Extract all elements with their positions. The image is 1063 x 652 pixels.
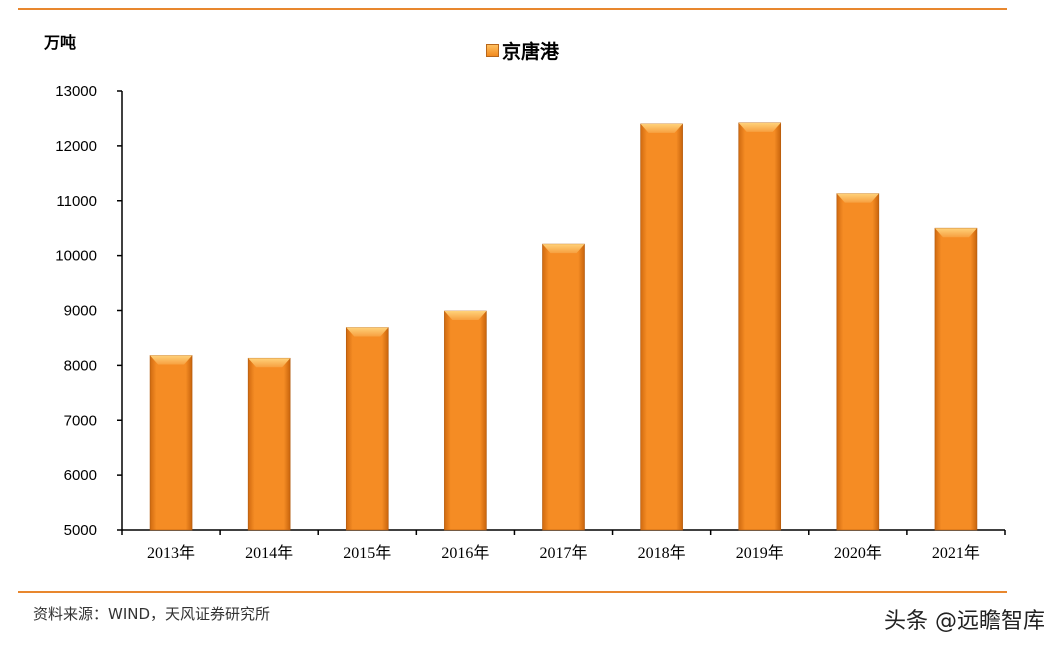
bar-highlight [542, 244, 585, 254]
y-tick-label: 5000 [64, 522, 97, 539]
bar [247, 357, 291, 531]
y-tick-label: 12000 [55, 138, 97, 155]
bottom-rule [18, 591, 1007, 593]
watermark: 头条 @远瞻智库 [884, 609, 1045, 634]
y-tick-label: 10000 [55, 248, 97, 265]
bar-highlight [934, 228, 977, 238]
legend-swatch [486, 44, 499, 57]
y-tick-label: 11000 [56, 193, 97, 210]
x-tick-label: 2015年 [343, 544, 391, 562]
x-tick-label: 2016年 [441, 544, 489, 562]
legend: 京唐港 [486, 37, 559, 64]
x-tick-label: 2017年 [539, 544, 587, 562]
y-tick-label: 13000 [55, 83, 97, 100]
bar [836, 193, 880, 531]
y-tick-label: 7000 [64, 412, 97, 429]
bar [738, 122, 782, 531]
bar-highlight [346, 327, 389, 337]
x-tick-label: 2018年 [638, 544, 686, 562]
bar-highlight [444, 311, 487, 321]
bar-highlight [738, 122, 781, 132]
x-tick-label: 2019年 [736, 544, 784, 562]
bar [149, 355, 193, 531]
y-tick-label: 8000 [64, 357, 97, 374]
bar [934, 227, 978, 531]
y-axis-unit: 万吨 [44, 33, 77, 52]
x-tick-label: 2013年 [147, 544, 195, 562]
top-rule [18, 8, 1007, 10]
x-tick-label: 2021年 [932, 544, 980, 562]
bar [345, 327, 389, 531]
legend-label: 京唐港 [502, 41, 560, 63]
y-tick-label: 6000 [64, 467, 97, 484]
bar-highlight [150, 355, 193, 365]
bar [640, 123, 683, 531]
x-tick-label: 2020年 [834, 544, 882, 562]
bar [444, 310, 487, 531]
bar-highlight [248, 358, 291, 368]
bar-highlight [640, 123, 683, 133]
bar [542, 243, 585, 531]
bar-chart: 5000 6000 7000 8000 9000 10000 11000 12000 13000… [55, 83, 1006, 562]
x-tick-label: 2014年 [245, 544, 293, 562]
bar-highlight [836, 193, 879, 203]
y-tick-label: 9000 [64, 303, 97, 320]
source-note: 资料来源：WIND，天风证券研究所 [33, 605, 271, 623]
